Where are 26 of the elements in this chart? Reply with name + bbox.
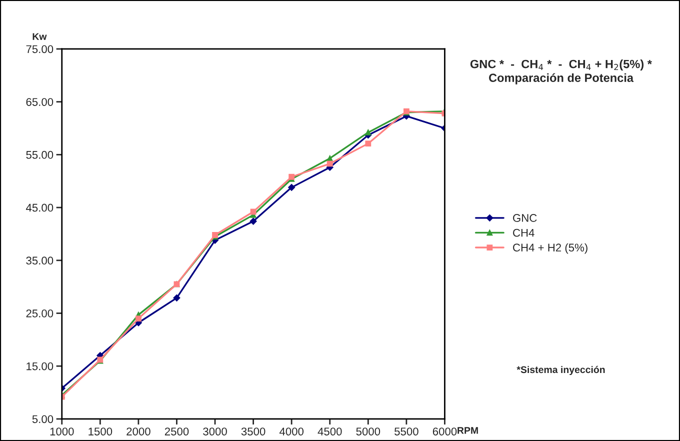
x-tick-label: 4500	[318, 428, 342, 436]
x-tick-label: 3500	[241, 428, 266, 436]
y-tick-label: 35.00	[26, 256, 54, 265]
y-tick-label: 55.00	[26, 150, 54, 159]
x-tick-label: 1500	[88, 428, 112, 436]
x-tick-label: 5500	[394, 428, 418, 436]
legend-label: CH4	[513, 228, 534, 237]
x-axis-title: RPM	[458, 427, 478, 434]
x-tick-label: 2500	[164, 428, 189, 436]
y-tick-label: 25.00	[26, 310, 54, 318]
x-tick-label: 2000	[126, 428, 150, 436]
legend-label: GNC	[513, 214, 537, 222]
y-tick-label: 45.00	[26, 204, 54, 212]
y-tick-label: 65.00	[26, 98, 54, 106]
x-tick-label: 3000	[203, 428, 227, 436]
x-tick-label: 5000	[356, 428, 380, 436]
text: GNC * - CH$_{4}$ * - CH$_{4}$ + H$_{2}$(5%) * Comparación de Potencia	[470, 60, 652, 84]
x-tick-label: 6000	[432, 428, 457, 436]
text: *Sistema inyección	[516, 366, 605, 376]
y-axis-title: Kw	[32, 33, 47, 40]
x-tick-label: 1000	[50, 428, 74, 436]
x-tick-label: 4000	[279, 428, 304, 436]
legend-label: CH4 + H2 (5%)	[513, 243, 588, 254]
y-tick-label: 75.00	[26, 45, 54, 54]
y-tick-label: 15.00	[26, 362, 54, 370]
y-tick-label: 5.00	[32, 415, 54, 424]
